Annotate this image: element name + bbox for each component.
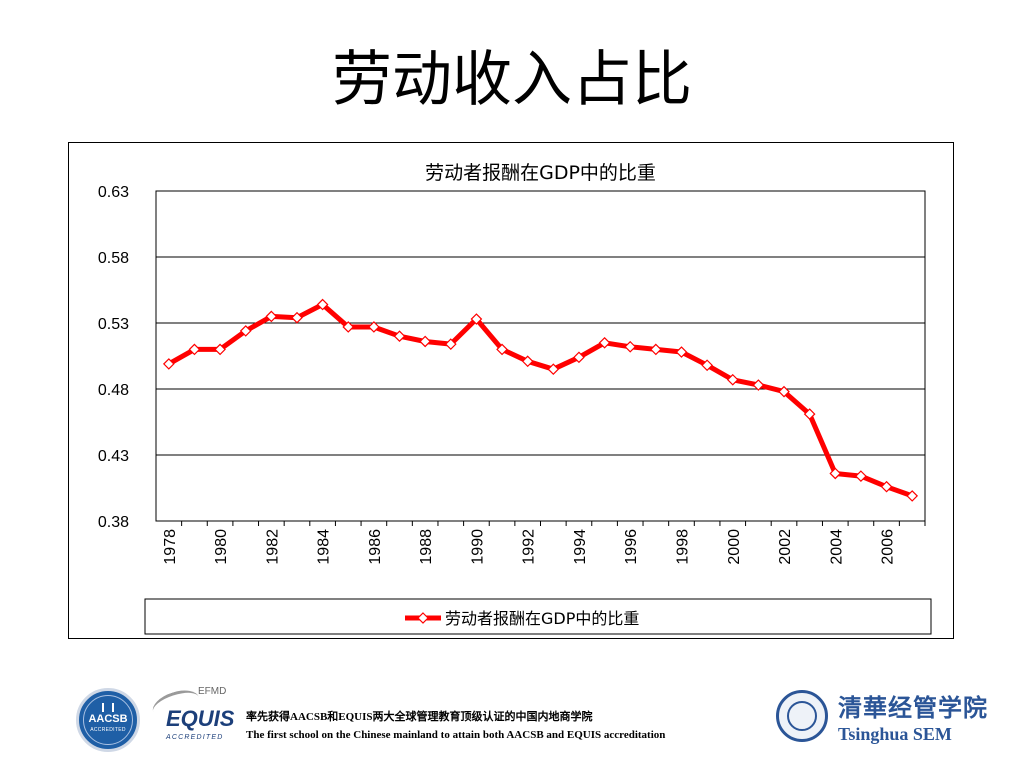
series-line (166, 302, 915, 499)
data-point (803, 408, 816, 420)
accreditation-text-cn: 率先获得AACSB和EQUIS两大全球管理教育顶级认证的中国内地商学院 (246, 711, 593, 723)
data-point (470, 313, 483, 325)
x-tick-label: 1994 (572, 529, 589, 565)
x-tick-label: 1980 (213, 529, 230, 565)
data-point (496, 343, 508, 356)
data-point (726, 373, 739, 386)
y-tick-label: 0.48 (98, 382, 129, 399)
data-point (906, 490, 919, 502)
x-tick-label: 2006 (880, 529, 897, 565)
data-point (624, 340, 637, 353)
tsinghua-sem-logo-cn: 清華经管学院 (838, 693, 988, 722)
slide-title: 劳动收入占比 (332, 45, 692, 115)
tsinghua-sem-seal-icon (776, 690, 828, 742)
x-tick-label: 1982 (264, 529, 281, 565)
accreditation-text-en: The first school on the Chinese mainland… (246, 729, 666, 741)
x-tick-label: 1998 (674, 529, 691, 565)
y-tick-label: 0.53 (98, 316, 129, 333)
legend-marker (417, 612, 429, 624)
y-tick-label: 0.63 (98, 184, 129, 201)
data-point (419, 335, 431, 348)
data-point (675, 346, 688, 358)
x-tick-label: 1986 (367, 529, 384, 565)
data-point (650, 343, 662, 356)
tsinghua-sem-logo-en: Tsinghua SEM (838, 724, 952, 744)
data-point (855, 470, 867, 482)
data-point (368, 321, 380, 333)
data-point (265, 310, 278, 323)
data-point (291, 311, 303, 324)
data-point (880, 480, 893, 493)
data-point (829, 467, 842, 480)
chart-frame: 劳动者报酬在GDP中的比重 0.63 0.58 0.53 0.48 0.43 0.38 197… (68, 142, 954, 639)
data-point (342, 321, 355, 333)
x-tick-label: 2004 (828, 529, 845, 565)
data-point (444, 338, 457, 350)
x-tick-label: 2002 (777, 529, 794, 565)
data-point (701, 359, 713, 372)
x-tick-label: 1990 (469, 529, 486, 565)
x-tick-label: 1988 (418, 529, 435, 565)
data-point (752, 379, 765, 391)
legend-box (144, 598, 932, 635)
x-tick-label: 1984 (316, 529, 333, 565)
data-point (573, 351, 585, 364)
y-tick-label: 0.58 (98, 250, 129, 267)
x-tick-label: 1978 (162, 529, 179, 565)
data-point (214, 343, 226, 356)
data-point (521, 355, 534, 368)
aacsb-logo: AACSB ACCREDITED (76, 688, 140, 752)
accreditation-text: 率先获得AACSB和EQUIS两大全球管理教育顶级认证的中国内地商学院 The … (246, 708, 766, 744)
y-tick-label: 0.43 (98, 448, 129, 465)
data-point (598, 336, 611, 349)
data-point (393, 330, 406, 343)
data-point (239, 325, 252, 337)
x-tick-label: 2000 (726, 529, 743, 565)
legend-label: 劳动者报酬在GDP中的比重 (445, 609, 639, 628)
equis-logo: EFMD EQUIS ACCREDITED (146, 684, 234, 750)
data-point (162, 358, 175, 370)
x-tick-label: 1992 (521, 529, 538, 565)
line-chart: 劳动者报酬在GDP中的比重 0.63 0.58 0.53 0.48 0.43 0.38 197… (98, 162, 932, 635)
data-point (547, 363, 560, 376)
data-point (778, 385, 790, 398)
x-tick-label: 1996 (623, 529, 640, 565)
plot-area (155, 190, 926, 522)
y-tick-label: 0.38 (98, 514, 129, 531)
data-point (316, 298, 329, 311)
data-point (188, 343, 201, 356)
chart-title: 劳动者报酬在GDP中的比重 (425, 162, 656, 184)
